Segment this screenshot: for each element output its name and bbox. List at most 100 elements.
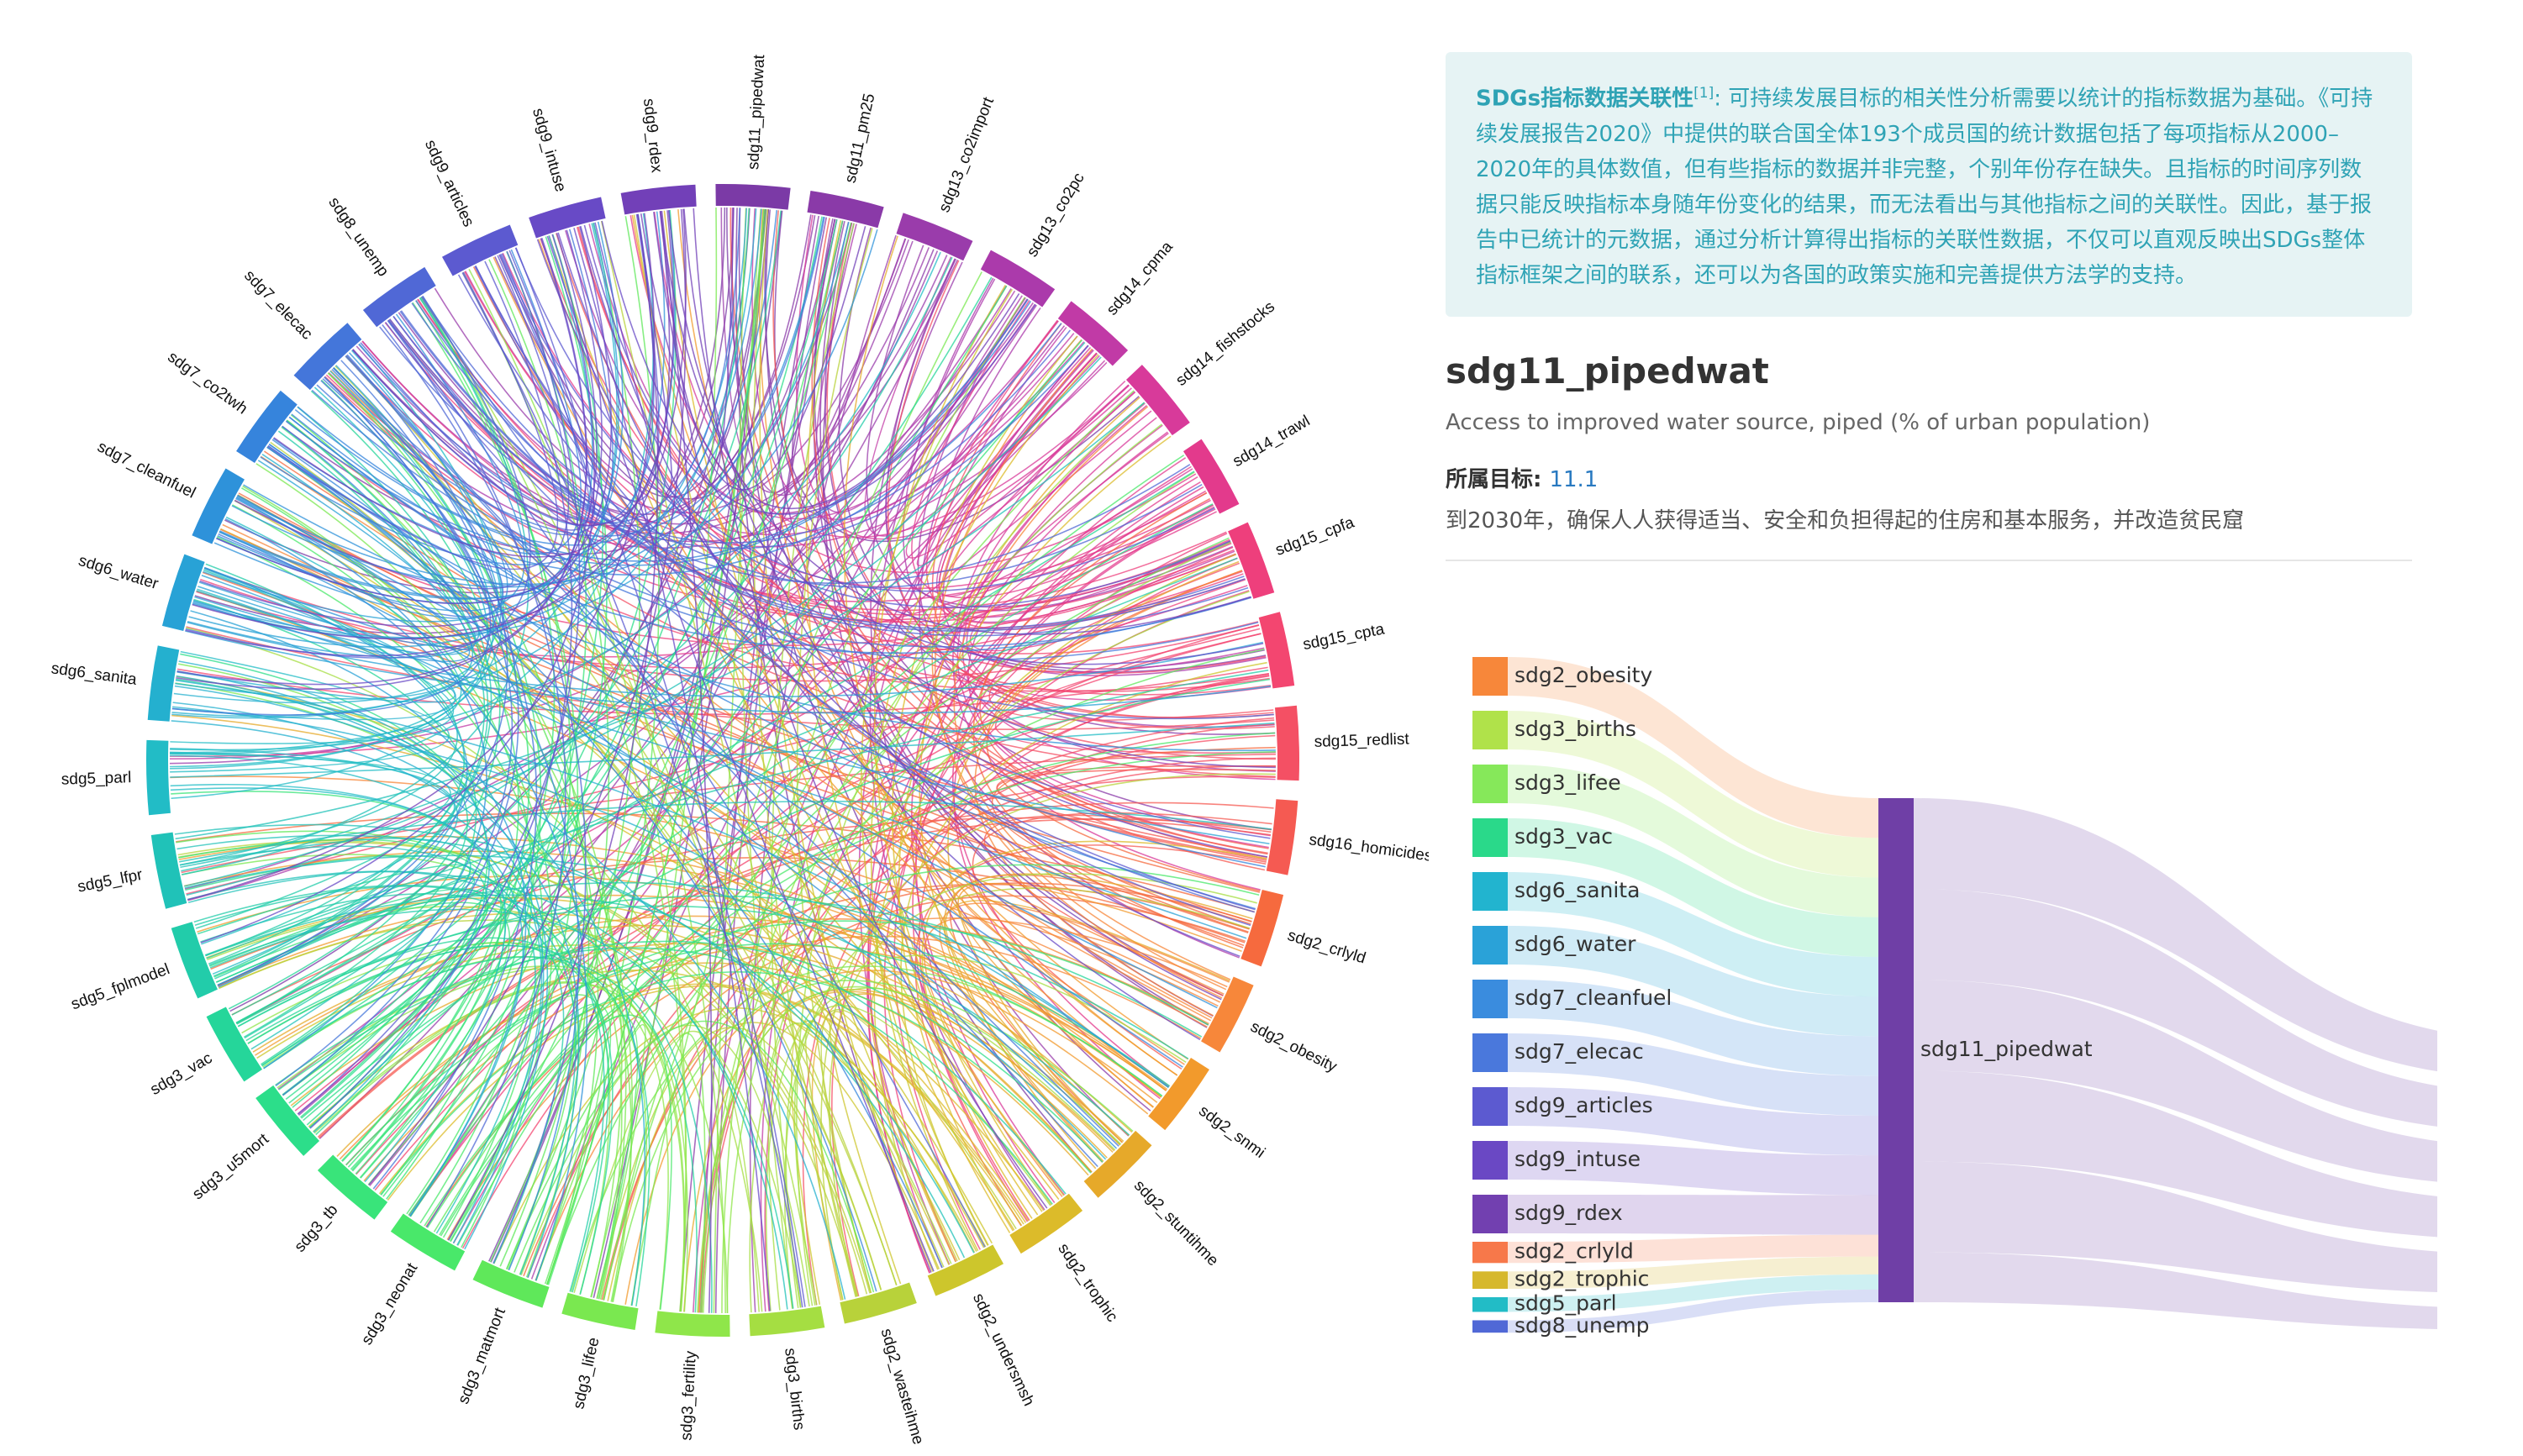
sankey-nodes [1472,657,1914,1333]
sankey-node-sdg6_water[interactable] [1472,926,1508,965]
chord-arc-sdg7_cleanfuel[interactable] [192,468,245,544]
chord-link [192,208,687,640]
chord-label-sdg14_fishstocks: sdg14_fishstocks [1172,298,1278,390]
chord-arc-sdg11_pipedwat[interactable] [715,184,791,210]
chord-link [213,352,508,619]
sankey-node-sdg3_vac[interactable] [1472,818,1508,857]
chord-arc-sdg6_sanita[interactable] [147,645,180,722]
chord-link [285,301,1032,566]
chord-link [942,350,1265,673]
sankey-labels: sdg2_obesity sdg3_births sdg3_lifee sdg3_va… [1514,663,2093,1338]
chord-link [171,208,757,717]
chord-link [400,310,1246,632]
chord-arc-sdg3_tb[interactable] [317,1154,388,1220]
sankey-label-sdg9_intuse: sdg9_intuse [1514,1147,1641,1171]
chord-label-sdg6_sanita: sdg6_sanita [50,660,139,689]
chord-link [243,484,1276,752]
sankey-node-sdg6_sanita[interactable] [1472,872,1508,911]
chord-arc-sdg13_co2pc[interactable] [980,250,1056,307]
chord-arc-sdg2_undersmsh[interactable] [927,1244,1004,1296]
chord-arc-sdg3_vac[interactable] [206,1007,263,1082]
chord-arc-sdg15_cpta[interactable] [1258,612,1295,689]
chord-link [594,213,672,491]
chord-arc-sdg14_fishstocks[interactable] [1125,365,1190,436]
sankey-link-sdg3_births [1508,711,1878,878]
chord-link [983,814,1272,996]
chord-arc-sdg14_trawl[interactable] [1182,439,1240,514]
sankey-node-sdg5_parl[interactable] [1472,1297,1508,1312]
sankey-node-sdg2_obesity[interactable] [1472,657,1508,696]
chord-arc-sdg13_co2import[interactable] [896,213,973,261]
sankey-diagram: sdg2_obesity sdg3_births sdg3_lifee sdg3_va… [1472,657,2437,1338]
chord-link [730,208,1266,871]
chord-arc-sdg3_neonat[interactable] [390,1213,466,1271]
chord-label-sdg3_matmort: sdg3_matmort [455,1305,509,1406]
chord-arc-sdg6_water[interactable] [161,554,205,631]
chord-arc-sdg2_crlyld[interactable] [1240,890,1284,967]
chord-link [184,850,1168,1091]
chord-arc-sdg2_trophic[interactable] [1009,1193,1083,1254]
chord-arc-sdg2_snmi[interactable] [1148,1058,1209,1131]
chord-link [378,983,1027,1223]
sankey-link-out-sdg15_cpfa [1914,1070,2437,1238]
chord-arc-sdg5_fplmodel[interactable] [171,922,218,999]
sankey-node-sdg7_elecac[interactable] [1472,1033,1508,1072]
chord-arc-sdg7_elecac[interactable] [293,323,362,391]
chord-link [277,360,1106,1090]
chord-arc-sdg14_cpma[interactable] [1057,301,1129,366]
sankey-node-sdg8_unemp[interactable] [1472,1320,1508,1333]
chord-arc-sdg2_wasteihme[interactable] [840,1282,917,1324]
chord-link [192,494,471,663]
chord-arc-sdg5_parl[interactable] [146,739,171,816]
chord-diagram: sdg11_pipedwat sdg11_pm25 sdg13_co2imports… [50,54,1429,1447]
chord-arc-sdg3_lifee[interactable] [561,1292,639,1331]
sankey-node-sdg7_cleanfuel[interactable] [1472,980,1508,1018]
chord-arc-sdg16_homicides[interactable] [1266,799,1298,875]
chord-arc-sdg15_redlist[interactable] [1275,705,1300,781]
sankey-label-sdg5_parl: sdg5_parl [1514,1291,1617,1316]
intro-ref-link[interactable]: [1] [1693,85,1714,102]
chord-arc-sdg8_unemp[interactable] [362,266,436,328]
chord-arc-sdg3_u5mort[interactable] [255,1085,320,1156]
chord-arc-sdg3_births[interactable] [749,1306,825,1337]
chord-arc-sdg2_obesity[interactable] [1201,976,1254,1053]
sankey-link-sdg2_crlyld [1508,1234,1878,1264]
sankey-node-sdg9_articles[interactable] [1472,1087,1508,1126]
chord-arc-sdg3_fertility[interactable] [655,1311,730,1338]
chord-arc-sdg9_articles[interactable] [441,224,519,276]
sankey-node-sdg11_pipedwat[interactable] [1878,798,1914,1302]
chord-arc-sdg5_lfpr[interactable] [150,832,187,909]
chord-link [238,492,1252,922]
chord-link [739,208,793,1309]
chord-link [170,251,941,754]
chord-link [282,222,853,555]
chord-arc-sdg15_cpfa[interactable] [1228,522,1275,599]
sankey-node-sdg2_trophic[interactable] [1472,1271,1508,1289]
chord-label-sdg2_obesity: sdg2_obesity [1247,1018,1340,1076]
chord-link [795,214,1132,540]
chord-link [953,506,1215,1100]
sankey-node-sdg9_intuse[interactable] [1472,1141,1508,1180]
sankey-node-sdg9_rdex[interactable] [1472,1195,1508,1233]
sankey-node-sdg2_crlyld[interactable] [1472,1242,1508,1264]
chord-link [171,223,618,719]
chord-arc-sdg9_rdex[interactable] [620,184,697,215]
sankey-node-sdg3_lifee[interactable] [1472,765,1508,803]
chord-link [217,354,508,986]
chord-link [201,575,1169,1089]
chord-arc-sdg3_matmort[interactable] [472,1259,550,1308]
chord-arc-sdg2_stuntihme[interactable] [1083,1130,1152,1198]
sankey-node-sdg3_births[interactable] [1472,711,1508,749]
chord-arc-sdg11_pm25[interactable] [807,190,884,229]
chord-link [630,271,982,1306]
chord-arc-sdg9_intuse[interactable] [529,197,606,239]
chord-link [489,223,640,1263]
chord-link [271,439,1183,1068]
chord-arc-sdg7_co2twh[interactable] [236,390,298,463]
chord-link [957,882,1242,1108]
chord-link [214,406,492,980]
chord-link [177,839,858,1297]
chord-link [176,670,646,1306]
chord-link [308,970,977,1253]
chord-link [548,235,1065,1196]
